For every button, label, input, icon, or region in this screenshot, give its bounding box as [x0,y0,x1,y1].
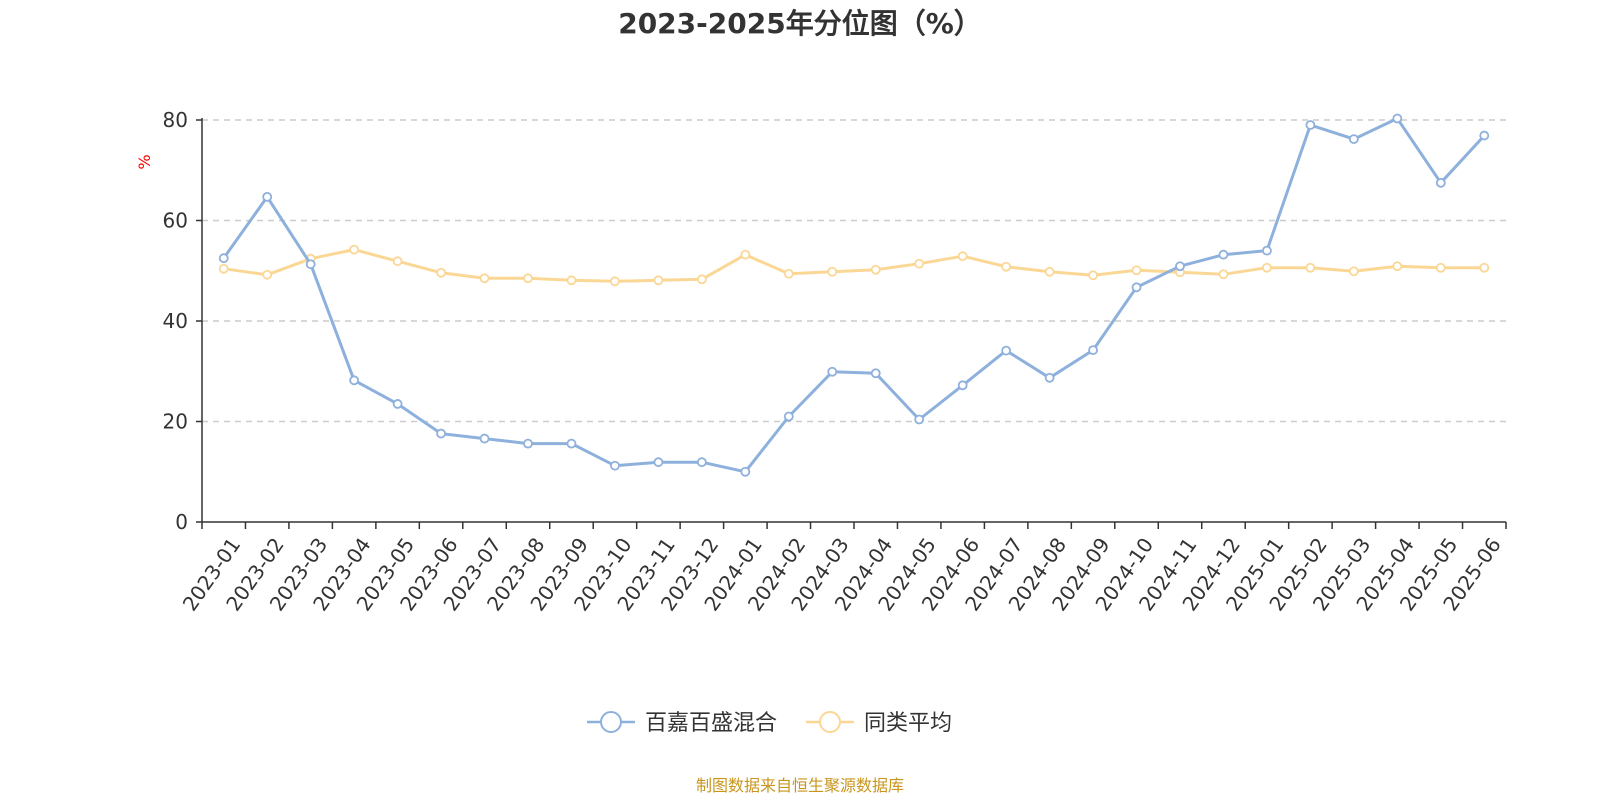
data-point[interactable] [1392,113,1403,124]
data-point[interactable] [305,259,316,270]
data-point[interactable] [783,268,794,279]
data-point[interactable] [1175,261,1185,272]
data-point[interactable] [696,457,707,468]
data-point[interactable] [218,263,229,274]
legend-label: 百嘉百盛混合 [645,711,777,736]
axes [201,118,1507,529]
data-point[interactable] [1001,261,1012,272]
data-point[interactable] [1479,262,1490,273]
series-0 [218,113,1490,477]
data-point[interactable] [566,275,577,286]
data-point[interactable] [349,244,360,255]
data-point[interactable] [1392,261,1403,272]
series-1 [218,244,1490,287]
data-point[interactable] [783,411,794,422]
y-unit-label: % [135,154,154,169]
data-point[interactable] [1348,266,1359,277]
y-tick-label: 0 [175,510,188,534]
data-point[interactable] [1262,245,1272,256]
data-point[interactable] [827,266,838,277]
legend-marker [819,711,841,733]
data-point[interactable] [436,428,446,439]
data-point[interactable] [610,276,620,287]
data-point[interactable] [1435,177,1446,188]
data-point[interactable] [523,438,533,449]
data-point[interactable] [1305,120,1316,130]
y-tick-label: 40 [163,309,188,333]
data-point[interactable] [1218,249,1229,260]
data-point[interactable] [349,375,360,386]
legend[interactable]: 百嘉百盛混合 同类平均 [587,711,952,736]
data-point[interactable] [1044,372,1055,383]
x-tick-labels: 2023-012023-022023-032023-042023-052023-… [178,533,1506,615]
source-note: 制图数据来自恒生聚源数据库 [696,776,904,795]
data-point[interactable] [1479,130,1490,141]
data-point[interactable] [479,433,490,444]
data-point[interactable] [653,275,664,286]
data-point[interactable] [1305,262,1316,273]
legend-marker [600,711,622,733]
series-line [222,117,1486,474]
y-tick-label: 80 [163,108,188,132]
series-line [223,248,1485,283]
data-point[interactable] [523,273,533,284]
data-point[interactable] [1001,345,1012,356]
y-tick-label: 60 [163,209,188,233]
y-tick-label: 20 [163,410,188,434]
data-point[interactable] [1131,282,1142,293]
data-point[interactable] [479,273,490,284]
data-point[interactable] [1088,345,1098,356]
y-tick-labels: 0 20 40 60 80 [163,108,188,534]
data-point[interactable] [1348,134,1359,144]
data-point[interactable] [696,274,707,285]
data-point[interactable] [392,256,403,267]
data-point[interactable] [914,414,925,425]
legend-label: 同类平均 [864,711,952,736]
grid-lines [196,119,1506,523]
data-point[interactable] [1262,262,1272,273]
data-point[interactable] [740,466,751,477]
data-point[interactable] [1131,265,1142,276]
data-point[interactable] [827,366,838,377]
legend-item-1[interactable]: 同类平均 [806,711,952,736]
data-point[interactable] [218,253,229,264]
data-point[interactable] [1088,270,1098,281]
data-point[interactable] [740,249,751,260]
legend-item-0[interactable]: 百嘉百盛混合 [587,711,777,736]
data-point[interactable] [957,380,968,391]
data-point[interactable] [914,258,925,269]
data-point[interactable] [1435,262,1446,273]
data-point[interactable] [566,438,577,449]
data-point[interactable] [392,399,403,409]
data-point[interactable] [1044,266,1055,277]
data-point[interactable] [1218,269,1229,280]
chart-title: 2023-2025年分位图（%） [618,7,982,40]
data-point[interactable] [870,368,881,379]
data-point[interactable] [436,267,446,278]
data-point[interactable] [957,251,968,262]
data-point[interactable] [870,264,881,275]
data-point[interactable] [262,269,273,280]
data-point[interactable] [653,457,664,468]
series-group [218,113,1490,477]
data-point[interactable] [610,460,620,471]
data-point[interactable] [262,191,273,202]
